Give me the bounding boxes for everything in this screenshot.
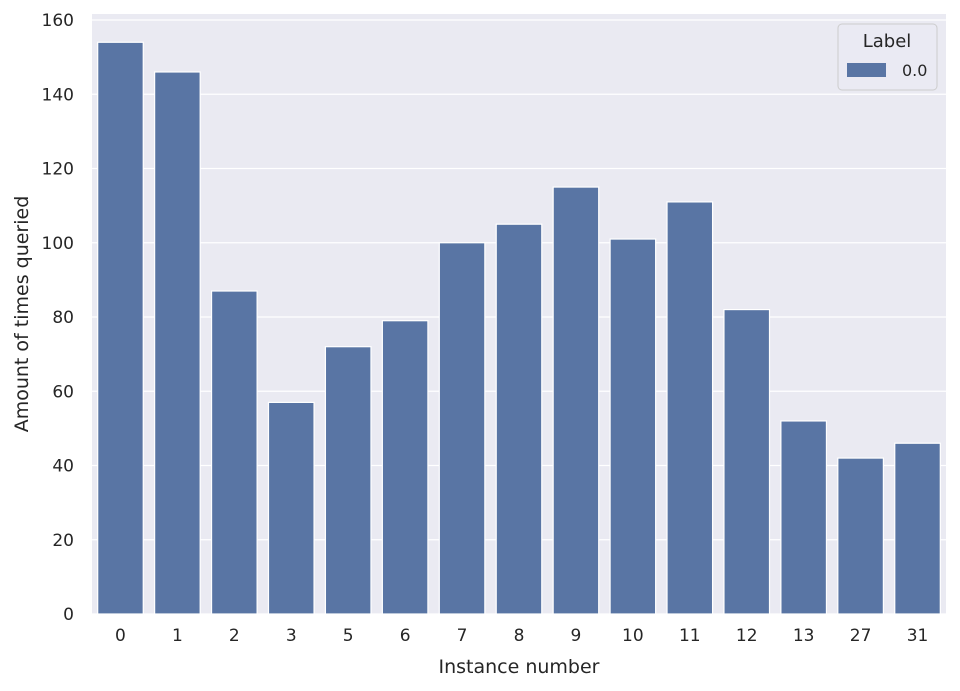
bar bbox=[154, 71, 201, 615]
bar bbox=[552, 186, 600, 615]
x-tick-label: 12 bbox=[736, 626, 758, 646]
bar bbox=[324, 346, 372, 615]
x-tick-label: 31 bbox=[907, 626, 929, 646]
legend: Label 0.0 bbox=[837, 23, 938, 91]
x-tick-label: 13 bbox=[793, 626, 815, 646]
x-tick-label: 3 bbox=[286, 626, 297, 646]
x-tick-label: 10 bbox=[622, 626, 644, 646]
y-axis-label: Amount of times queried bbox=[11, 196, 33, 433]
y-tick-label: 20 bbox=[52, 531, 74, 551]
y-tick-label: 120 bbox=[42, 160, 74, 180]
y-tick-label: 100 bbox=[42, 234, 74, 254]
x-tick-label: 6 bbox=[400, 626, 411, 646]
x-tick-label: 11 bbox=[679, 626, 701, 646]
y-tick-label: 80 bbox=[52, 308, 74, 328]
bar bbox=[666, 201, 714, 615]
x-tick-label: 8 bbox=[514, 626, 525, 646]
x-tick-label: 0 bbox=[115, 626, 126, 646]
y-tick-labels: 0 20 40 60 80 100 120 140 160 bbox=[42, 11, 74, 625]
y-tick-label: 140 bbox=[42, 85, 74, 105]
x-tick-label: 5 bbox=[343, 626, 354, 646]
bar bbox=[495, 223, 543, 615]
x-tick-label: 7 bbox=[457, 626, 468, 646]
x-tick-label: 27 bbox=[850, 626, 872, 646]
bar bbox=[381, 320, 429, 615]
bar bbox=[723, 308, 771, 615]
x-tick-label: 2 bbox=[229, 626, 240, 646]
legend-entry: 0.0 bbox=[902, 61, 927, 80]
y-tick-label: 160 bbox=[42, 11, 74, 31]
x-tick-label: 1 bbox=[172, 626, 183, 646]
y-tick-label: 40 bbox=[52, 457, 74, 477]
bar bbox=[267, 401, 315, 615]
legend-swatch bbox=[847, 63, 886, 77]
bar bbox=[438, 242, 486, 615]
bar bbox=[210, 290, 258, 615]
x-tick-label: 9 bbox=[571, 626, 582, 646]
bar bbox=[97, 41, 144, 615]
x-axis-label: Instance number bbox=[438, 656, 599, 678]
bar bbox=[780, 420, 828, 615]
y-tick-label: 0 bbox=[63, 605, 74, 625]
bar bbox=[894, 442, 941, 615]
legend-title: Label bbox=[863, 31, 912, 52]
bar bbox=[837, 457, 884, 615]
bar bbox=[609, 238, 657, 615]
bars bbox=[97, 41, 941, 615]
y-tick-label: 60 bbox=[52, 382, 74, 402]
x-tick-labels: 0 1 2 3 5 6 7 8 9 10 11 12 13 27 31 bbox=[115, 626, 928, 646]
